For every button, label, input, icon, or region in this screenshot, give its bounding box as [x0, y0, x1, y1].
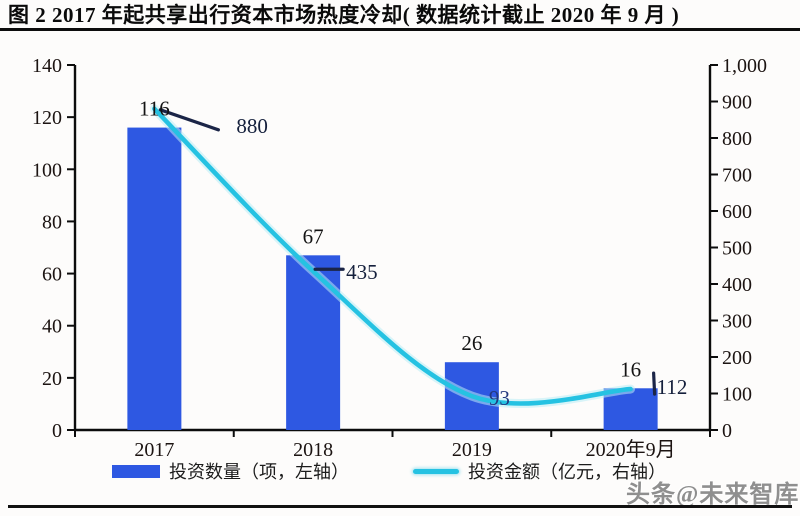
x-axis-category-label: 2017	[134, 439, 174, 461]
line-point-marker	[652, 371, 657, 396]
left-axis-tick-label: 120	[32, 107, 62, 129]
bar-2017	[127, 127, 182, 431]
right-axis-tick-label: 600	[722, 201, 752, 223]
bar-data-label: 26	[461, 331, 482, 355]
watermark-text: 头条@未来智库	[626, 482, 800, 508]
left-axis-tick-label: 0	[52, 420, 62, 442]
line-data-label: 435	[346, 260, 378, 284]
right-axis-tick-label: 0	[722, 420, 732, 442]
line-point-marker	[158, 108, 220, 132]
bar-series-swatch-icon	[112, 464, 160, 478]
bar-data-label: 67	[303, 224, 324, 248]
left-axis-tick-label: 40	[42, 316, 62, 338]
title-divider-rule	[0, 28, 800, 31]
line-data-label: 880	[236, 114, 268, 138]
right-axis-tick-label: 400	[722, 274, 752, 296]
line-data-label: 93	[489, 386, 510, 410]
right-axis-tick-label: 500	[722, 238, 752, 260]
bar-data-label: 116	[139, 97, 170, 121]
legend-label-line: 投资金额（亿元，右轴）	[468, 462, 666, 482]
right-axis-tick-label: 900	[722, 92, 752, 114]
left-axis-tick-label: 60	[42, 264, 62, 286]
bar-data-label: 16	[620, 357, 641, 381]
bar-2018	[286, 255, 341, 430]
right-axis-tick-label: 100	[722, 384, 752, 406]
line-series-glow	[149, 104, 636, 408]
left-axis-tick-label: 140	[32, 55, 62, 77]
line-data-label: 112	[657, 375, 688, 399]
right-axis-tick-label: 1,000	[722, 55, 767, 77]
x-axis-category-label: 2020年9月	[586, 438, 676, 461]
figure-title-bar: 图 2 2017 年起共享出行资本市场热度冷却( 数据统计截止 2020 年 9…	[0, 0, 800, 28]
right-axis-tick-label: 300	[722, 311, 752, 333]
line-series	[152, 106, 633, 406]
left-axis-tick-label: 80	[42, 211, 62, 233]
legend-item-line-series: 投资金额（亿元，右轴）	[413, 458, 666, 484]
legend-label-bar: 投资数量（项，左轴）	[169, 462, 349, 482]
left-axis-tick-label: 20	[42, 368, 62, 390]
bottom-divider-rule	[8, 505, 792, 508]
x-axis-category-label: 2019	[452, 439, 492, 461]
legend-item-bar-series: 投资数量（项，左轴）	[112, 458, 349, 484]
right-axis-tick-label: 200	[722, 347, 752, 369]
line-series-swatch-icon	[413, 468, 459, 474]
figure-title: 图 2 2017 年起共享出行资本市场热度冷却( 数据统计截止 2020 年 9…	[8, 3, 680, 27]
x-axis-category-label: 2018	[293, 439, 333, 461]
chart-legend: 投资数量（项，左轴） 投资金额（亿元，右轴）	[0, 458, 800, 484]
right-axis-tick-label: 700	[722, 165, 752, 187]
left-axis-tick-label: 100	[32, 159, 62, 181]
right-axis-tick-label: 800	[722, 128, 752, 150]
